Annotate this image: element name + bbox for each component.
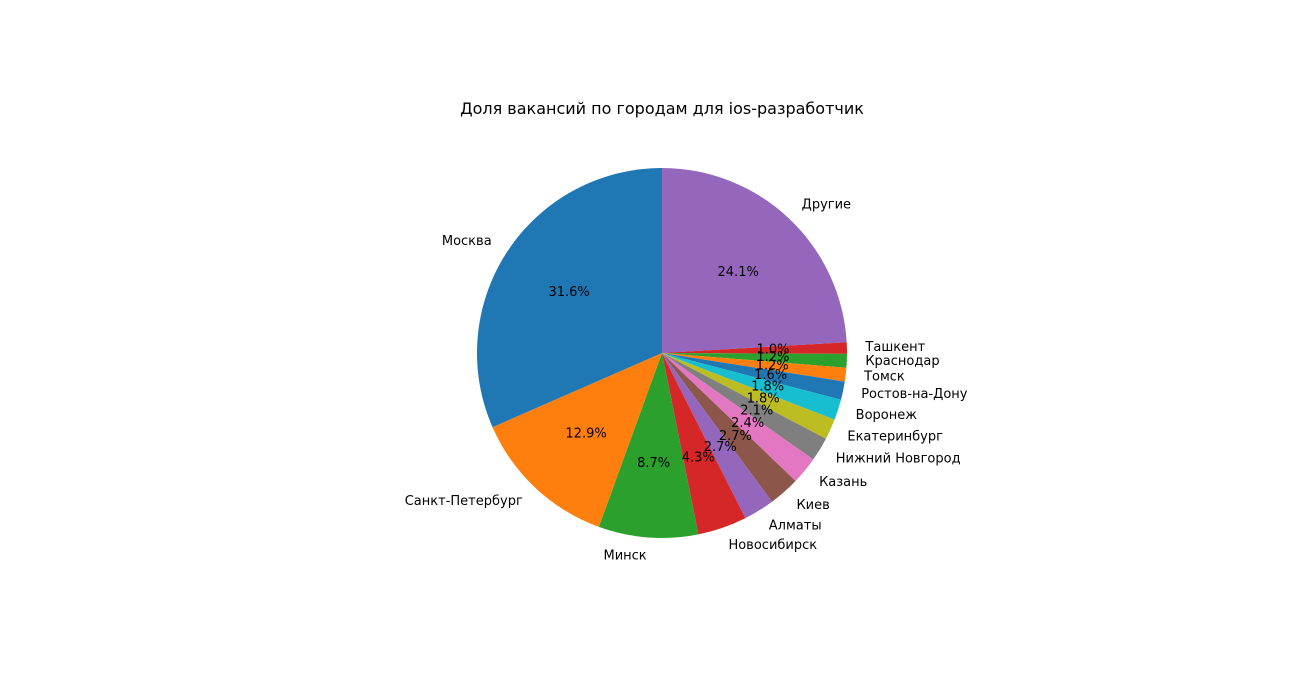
- category-label-москва: Москва: [442, 234, 492, 249]
- category-label-киев: Киев: [796, 498, 829, 513]
- slice-другие: [662, 168, 847, 353]
- slice-екатеринбург: [662, 353, 835, 439]
- category-label-томск: Томск: [863, 369, 905, 384]
- slice-киев: [662, 353, 796, 502]
- slice-новосибирск: [662, 353, 746, 535]
- category-label-воронеж: Воронеж: [856, 408, 918, 423]
- pct-label-ташкент: 1.0%: [756, 343, 789, 358]
- percent-labels: 24.1%1.0%1.2%1.2%1.6%1.8%1.8%2.1%2.4%2.7…: [548, 265, 789, 471]
- pct-label-другие: 24.1%: [718, 265, 759, 280]
- category-label-ташкент: Ташкент: [864, 340, 925, 355]
- pct-label-казань: 2.4%: [731, 416, 764, 431]
- slice-москва: [476, 168, 662, 428]
- category-label-другие: Другие: [802, 197, 851, 212]
- category-label-новосибирск: Новосибирск: [728, 538, 817, 553]
- slice-томск: [662, 353, 847, 382]
- slice-алматы: [662, 353, 773, 519]
- pct-label-томск: 1.2%: [756, 359, 789, 374]
- category-label-ростов-на-дону: Ростов-на-Дону: [861, 387, 968, 402]
- pct-label-алматы: 2.7%: [704, 440, 737, 455]
- pct-label-новосибирск: 4.3%: [682, 450, 715, 465]
- pct-label-нижний-новгород: 2.1%: [740, 403, 773, 418]
- category-label-санкт-петербург: Санкт-Петербург: [405, 494, 523, 509]
- pct-label-москва: 31.6%: [548, 285, 589, 300]
- chart-title: Доля вакансий по городам для ios-разрабо…: [460, 99, 864, 118]
- slice-минск: [598, 353, 699, 539]
- slice-краснодар: [662, 353, 847, 368]
- slice-нижний-новгород: [662, 353, 826, 460]
- slice-ростов-на-дону: [662, 353, 845, 400]
- category-label-казань: Казань: [819, 475, 867, 490]
- category-label-минск: Минск: [604, 548, 647, 563]
- pct-label-минск: 8.7%: [637, 456, 670, 471]
- category-label-екатеринбург: Екатеринбург: [847, 429, 943, 444]
- pct-label-екатеринбург: 1.8%: [747, 391, 780, 406]
- pct-label-воронеж: 1.8%: [751, 380, 784, 395]
- slice-ташкент: [662, 342, 847, 354]
- pct-label-санкт-петербург: 12.9%: [565, 426, 606, 441]
- category-label-краснодар: Краснодар: [865, 354, 939, 369]
- pct-label-ростов-на-дону: 1.6%: [754, 368, 787, 383]
- category-label-нижний-новгород: Нижний Новгород: [836, 451, 961, 466]
- pct-label-киев: 2.7%: [719, 429, 752, 444]
- pct-label-краснодар: 1.2%: [756, 350, 789, 365]
- category-label-алматы: Алматы: [769, 519, 822, 534]
- slice-воронеж: [662, 353, 841, 420]
- slice-санкт-петербург: [492, 353, 662, 527]
- pie-slices: [476, 168, 847, 539]
- slice-казань: [662, 353, 814, 482]
